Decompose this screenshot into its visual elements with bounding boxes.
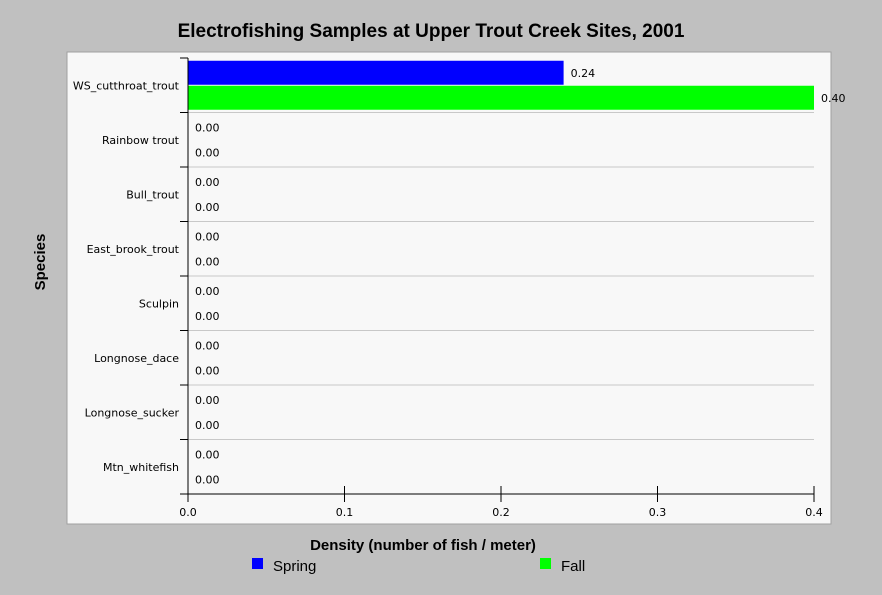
data-label: 0.00 [195,419,220,432]
legend: Spring Fall [252,558,585,575]
x-axis: 0.0 0.1 0.2 0.3 0.4 [179,486,823,519]
data-label: 0.00 [195,364,220,377]
data-label: 0.00 [195,339,220,352]
data-label: 0.00 [195,310,220,323]
data-label: 0.00 [195,121,220,134]
x-tick-label: 0.4 [805,506,823,519]
category-separators [188,112,814,440]
legend-label-spring: Spring [273,558,316,575]
data-label: 0.00 [195,176,220,189]
legend-swatch-spring [252,558,263,569]
bar-fall [188,85,814,110]
data-label: 0.00 [195,448,220,461]
x-tick-label: 0.3 [649,506,667,519]
data-label: 0.00 [195,230,220,243]
y-tick-label: Longnose_dace [94,352,179,365]
data-label: 0.00 [195,394,220,407]
y-axis: WS_cutthroat_trout Rainbow trout Bull_trou… [73,57,189,495]
data-label: 0.00 [195,146,220,159]
y-tick-label: WS_cutthroat_trout [73,79,180,92]
data-label: 0.00 [195,201,220,214]
data-label: 0.00 [195,255,220,268]
legend-swatch-fall [540,558,551,569]
chart-title: Electrofishing Samples at Upper Trout Cr… [178,21,685,42]
y-tick-label: East_brook_trout [87,243,180,256]
plot-area [66,51,832,525]
y-tick-label: Longnose_sucker [85,406,180,419]
bars-group [188,60,814,110]
data-label: 0.24 [571,67,596,80]
x-tick-label: 0.1 [336,506,354,519]
data-labels-group: 0.24 0.40 0.00 0.00 0.00 0.00 0.00 0.00 0.00 0.00… [195,67,846,487]
y-tick-label: Sculpin [139,297,179,310]
bar-spring [188,60,564,85]
x-tick-label: 0.2 [492,506,510,519]
data-label: 0.00 [195,473,220,486]
data-label: 0.00 [195,285,220,298]
y-tick-label: Mtn_whitefish [103,461,179,474]
y-axis-title: Species [32,234,49,291]
y-tick-label: Bull_trout [126,188,179,201]
y-tick-label: Rainbow trout [102,134,180,147]
legend-label-fall: Fall [561,558,585,575]
x-axis-title: Density (number of fish / meter) [310,537,536,554]
data-label: 0.40 [821,92,846,105]
x-tick-label: 0.0 [179,506,197,519]
